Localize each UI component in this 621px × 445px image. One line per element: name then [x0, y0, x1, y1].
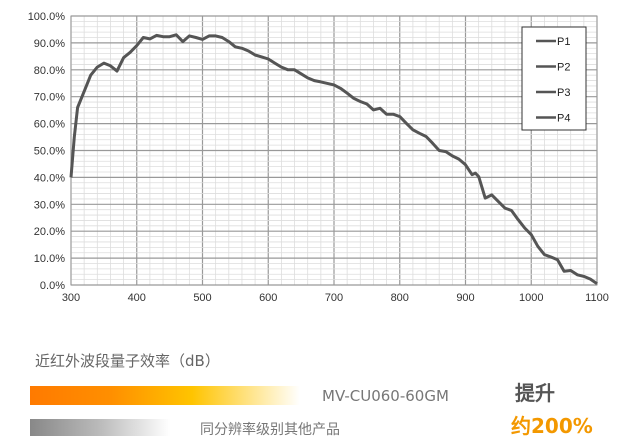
y-tick-label: 20.0% [34, 226, 65, 238]
legend-label: P3 [557, 87, 570, 99]
ticks: 300 400 500 600 700 800 900 1000 1100 0.0% 10.0% 20… [28, 11, 609, 304]
other-products-bar [30, 419, 170, 436]
legend-label: P2 [557, 62, 570, 74]
product-bar [30, 386, 300, 405]
quantum-efficiency-chart: 300 400 500 600 700 800 900 1000 1100 0.0% 10.0% 20… [28, 11, 609, 304]
x-tick-label: 700 [325, 292, 343, 304]
product-label: MV-CU060-60GM [322, 387, 449, 405]
series-line [69, 33, 598, 285]
legend-box [521, 26, 587, 131]
legend-label: P4 [557, 113, 570, 125]
x-tick-label: 1100 [585, 292, 609, 304]
y-tick-label: 30.0% [34, 199, 65, 211]
y-tick-label: 10.0% [34, 253, 65, 265]
other-products-label: 同分辨率级别其他产品 [200, 422, 340, 438]
x-tick-label: 400 [128, 292, 146, 304]
y-tick-label: 90.0% [34, 38, 65, 50]
y-tick-label: 0.0% [40, 280, 65, 292]
y-tick-label: 50.0% [34, 146, 65, 158]
x-tick-label: 300 [62, 292, 80, 304]
y-tick-label: 70.0% [34, 92, 65, 104]
improvement-value: 约200% [511, 414, 593, 438]
x-tick-label: 600 [259, 292, 277, 304]
improvement-label: 提升 [515, 381, 555, 405]
y-tick-label: 60.0% [34, 119, 65, 131]
y-tick-label: 100.0% [28, 11, 66, 23]
y-tick-label: 40.0% [34, 172, 65, 184]
x-tick-label: 500 [193, 292, 211, 304]
grid [70, 15, 598, 286]
x-tick-label: 800 [391, 292, 409, 304]
y-tick-label: 80.0% [34, 65, 65, 77]
plot-border [70, 15, 598, 286]
x-tick-label: 1000 [519, 292, 543, 304]
legend-label: P1 [557, 36, 570, 48]
legend: P1 P2 P3 P4 [521, 26, 587, 131]
chart-caption: 近红外波段量子效率（dB） [35, 352, 220, 370]
x-tick-label: 900 [456, 292, 474, 304]
